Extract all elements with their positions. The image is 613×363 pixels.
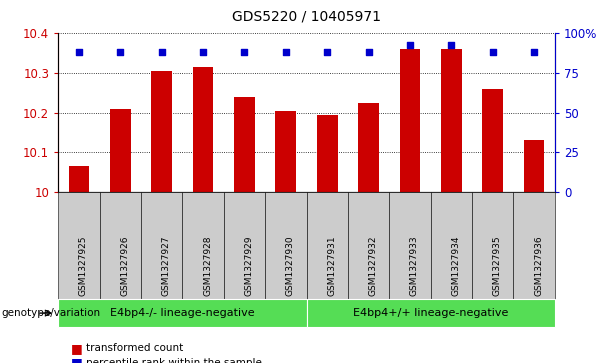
- Point: [488, 49, 498, 55]
- Point: [281, 49, 291, 55]
- Bar: [151, 70, 172, 192]
- Text: percentile rank within the sample: percentile rank within the sample: [86, 358, 262, 363]
- Text: GSM1327933: GSM1327933: [410, 235, 419, 296]
- Point: [446, 42, 456, 48]
- Bar: [69, 166, 89, 192]
- Text: GSM1327929: GSM1327929: [245, 235, 253, 296]
- Text: E4bp4-/- lineage-negative: E4bp4-/- lineage-negative: [110, 308, 254, 318]
- Point: [157, 49, 167, 55]
- Text: GSM1327934: GSM1327934: [451, 235, 460, 296]
- Bar: [524, 140, 544, 192]
- Point: [364, 49, 373, 55]
- Text: GSM1327935: GSM1327935: [493, 235, 501, 296]
- Text: genotype/variation: genotype/variation: [1, 308, 101, 318]
- Bar: [482, 89, 503, 192]
- Text: E4bp4+/+ lineage-negative: E4bp4+/+ lineage-negative: [353, 308, 508, 318]
- Point: [322, 49, 332, 55]
- Point: [74, 49, 84, 55]
- Bar: [234, 97, 255, 192]
- Text: ■: ■: [70, 356, 82, 363]
- Text: ■: ■: [70, 342, 82, 355]
- Point: [405, 42, 415, 48]
- Text: GSM1327932: GSM1327932: [368, 235, 378, 296]
- Text: GSM1327927: GSM1327927: [162, 235, 170, 296]
- Bar: [400, 49, 421, 192]
- Text: GSM1327930: GSM1327930: [286, 235, 295, 296]
- Bar: [110, 109, 131, 192]
- Text: transformed count: transformed count: [86, 343, 183, 354]
- Text: GSM1327925: GSM1327925: [79, 235, 88, 296]
- Text: GSM1327926: GSM1327926: [120, 235, 129, 296]
- Text: GSM1327936: GSM1327936: [534, 235, 543, 296]
- Point: [240, 49, 249, 55]
- Bar: [192, 66, 213, 192]
- Text: GSM1327931: GSM1327931: [327, 235, 336, 296]
- Text: GDS5220 / 10405971: GDS5220 / 10405971: [232, 9, 381, 23]
- Bar: [275, 110, 296, 192]
- Bar: [358, 102, 379, 192]
- Bar: [317, 114, 338, 192]
- Point: [529, 49, 539, 55]
- Bar: [441, 49, 462, 192]
- Text: GSM1327928: GSM1327928: [203, 235, 212, 296]
- Point: [115, 49, 125, 55]
- Point: [198, 49, 208, 55]
